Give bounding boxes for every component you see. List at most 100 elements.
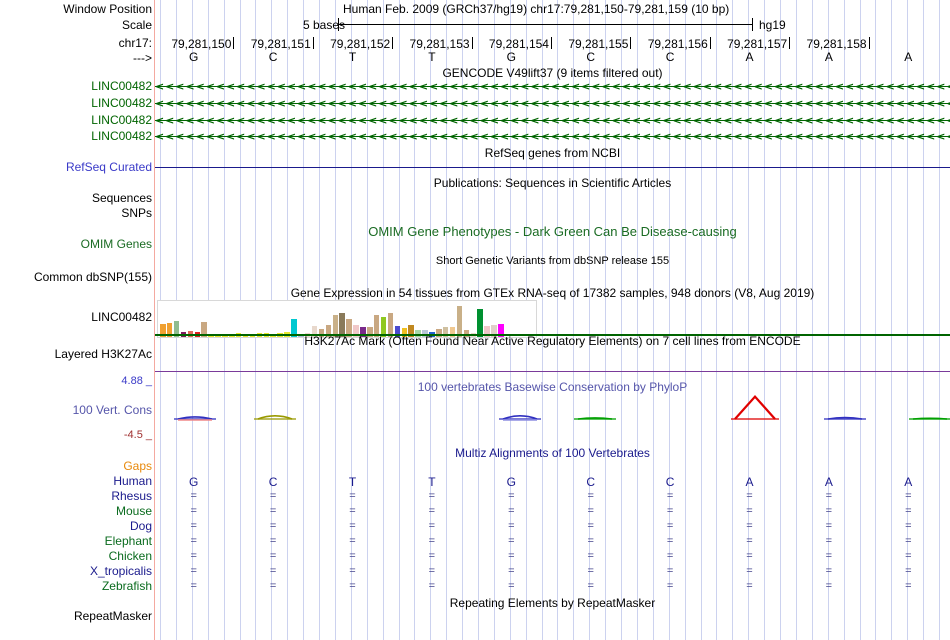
gtex-bar[interactable] xyxy=(456,305,463,337)
gtex-bar[interactable] xyxy=(449,326,456,337)
gene-row-label[interactable]: LINC00482 xyxy=(91,113,152,127)
gtex-track[interactable] xyxy=(155,300,950,340)
ruler-position-label[interactable]: 79,281,156 xyxy=(647,37,708,51)
ruler-position-label[interactable]: 79,281,155 xyxy=(568,37,629,51)
gtex-bar[interactable] xyxy=(160,324,166,337)
gtex-bar[interactable] xyxy=(408,325,414,337)
gtex-bar[interactable] xyxy=(353,325,359,337)
gtex-bar[interactable] xyxy=(463,329,470,337)
gtex-bar[interactable] xyxy=(498,324,504,337)
conservation-peak[interactable] xyxy=(502,415,538,420)
gene-row-label[interactable]: LINC00482 xyxy=(91,96,152,110)
repeatmasker-track-title[interactable]: Repeating Elements by RepeatMasker xyxy=(449,596,656,610)
track-label-column[interactable]: Window Position Scale chr17: ---> LINC00… xyxy=(0,0,152,640)
gene-row[interactable]: <<<<<<<<<<<<<<<<<<<<<<<<<<<<<<<<<<<<<<<<… xyxy=(155,131,950,142)
multiz-match-mark: = xyxy=(428,505,436,517)
gene-row[interactable]: <<<<<<<<<<<<<<<<<<<<<<<<<<<<<<<<<<<<<<<<… xyxy=(155,98,950,109)
gtex-bar[interactable] xyxy=(298,335,304,337)
grid-line xyxy=(701,0,702,640)
label-gaps[interactable]: Gaps xyxy=(123,459,152,473)
gtex-bar[interactable] xyxy=(442,326,449,337)
label-refseq-curated[interactable]: RefSeq Curated xyxy=(65,160,152,174)
multiz-track-title[interactable]: Multiz Alignments of 100 Vertebrates xyxy=(455,446,650,460)
gtex-bar[interactable] xyxy=(166,323,173,337)
multiz-species-row[interactable]: = = = = = = = = = = xyxy=(155,520,950,535)
ruler-position-label[interactable]: 79,281,151 xyxy=(250,37,311,51)
gencode-track-title[interactable]: GENCODE V49lift37 (9 items filtered out) xyxy=(442,66,663,80)
gtex-bar[interactable] xyxy=(346,318,352,337)
gtex-bar[interactable] xyxy=(367,326,373,337)
gtex-bar[interactable] xyxy=(477,308,483,337)
gtex-bar[interactable] xyxy=(380,316,387,337)
label-gtex-gene[interactable]: LINC00482 xyxy=(91,310,152,324)
label-snps[interactable]: SNPs xyxy=(121,206,152,220)
gene-row[interactable]: <<<<<<<<<<<<<<<<<<<<<<<<<<<<<<<<<<<<<<<<… xyxy=(155,115,950,126)
gene-row[interactable]: <<<<<<<<<<<<<<<<<<<<<<<<<<<<<<<<<<<<<<<<… xyxy=(155,81,950,92)
ruler-position-label[interactable]: 79,281,158 xyxy=(806,37,867,51)
gtex-bar[interactable] xyxy=(318,328,325,337)
species-label-elephant[interactable]: Elephant xyxy=(104,534,152,548)
gtex-bar[interactable] xyxy=(311,326,318,337)
label-sequences[interactable]: Sequences xyxy=(91,191,152,205)
conservation-peak[interactable] xyxy=(734,394,776,420)
ruler-position-label[interactable]: 79,281,154 xyxy=(488,37,549,51)
ruler-position-label[interactable]: 79,281,157 xyxy=(727,37,788,51)
publications-track-title[interactable]: Publications: Sequences in Scientific Ar… xyxy=(433,176,672,190)
refseq-gene-line[interactable] xyxy=(155,167,950,168)
gene-body-line xyxy=(155,86,950,87)
multiz-species-row[interactable]: = = = = = = = = = = xyxy=(155,490,950,505)
ruler-position-label[interactable]: 79,281,152 xyxy=(330,37,391,51)
multiz-species-row[interactable]: = = = = = = = = = = xyxy=(155,565,950,580)
multiz-match-mark: = xyxy=(666,490,674,502)
species-label-x_tropicalis[interactable]: X_tropicalis xyxy=(89,564,152,578)
dbsnp-track-title[interactable]: Short Genetic Variants from dbSNP releas… xyxy=(435,255,670,267)
gtex-track-title[interactable]: Gene Expression in 54 tissues from GTEx … xyxy=(290,286,815,300)
gtex-bar[interactable] xyxy=(187,330,194,337)
gtex-bar[interactable] xyxy=(291,318,297,337)
conservation-plot[interactable] xyxy=(155,0,950,640)
label-100-vert-cons[interactable]: 100 Vert. Cons xyxy=(72,403,152,417)
gtex-bar[interactable] xyxy=(360,326,366,337)
gtex-bar[interactable] xyxy=(373,315,380,337)
gtex-bar[interactable] xyxy=(394,326,401,337)
gtex-bar[interactable] xyxy=(339,313,345,337)
gtex-bar[interactable] xyxy=(436,328,442,337)
gtex-bar[interactable] xyxy=(325,325,332,337)
multiz-species-row[interactable]: = = = = = = = = = = xyxy=(155,580,950,595)
species-label-zebrafish[interactable]: Zebrafish xyxy=(101,579,152,593)
species-label-human[interactable]: Human xyxy=(113,474,152,488)
gene-row-label[interactable]: LINC00482 xyxy=(91,79,152,93)
omim-track-title[interactable]: OMIM Gene Phenotypes - Dark Green Can Be… xyxy=(368,224,737,239)
gtex-bar[interactable] xyxy=(401,327,408,337)
refseq-track-title[interactable]: RefSeq genes from NCBI xyxy=(484,146,621,160)
ruler-position-label[interactable]: 79,281,153 xyxy=(409,37,470,51)
species-label-dog[interactable]: Dog xyxy=(129,519,152,533)
label-omim-genes[interactable]: OMIM Genes xyxy=(80,237,152,251)
multiz-species-row[interactable]: = = = = = = = = = = xyxy=(155,505,950,520)
species-label-rhesus[interactable]: Rhesus xyxy=(111,489,152,503)
gtex-bar[interactable] xyxy=(491,325,497,337)
ruler-position-label[interactable]: 79,281,150 xyxy=(171,37,232,51)
multiz-match-mark: = xyxy=(349,565,356,577)
gene-row-label[interactable]: LINC00482 xyxy=(91,129,152,143)
phylop-track-title[interactable]: 100 vertebrates Basewise Conservation by… xyxy=(417,380,688,394)
h3k27ac-track-title[interactable]: H3K27Ac Mark (Often Found Near Active Re… xyxy=(304,334,801,348)
gtex-bar[interactable] xyxy=(484,326,490,337)
label-common-dbsnp[interactable]: Common dbSNP(155) xyxy=(33,270,152,284)
label-repeatmasker[interactable]: RepeatMasker xyxy=(73,609,152,623)
conservation-peak[interactable] xyxy=(257,415,293,420)
species-label-mouse[interactable]: Mouse xyxy=(115,504,152,518)
gtex-bar[interactable] xyxy=(201,322,207,337)
gtex-bar[interactable] xyxy=(415,329,421,337)
species-label-chicken[interactable]: Chicken xyxy=(108,549,152,563)
label-layered-h3k27ac[interactable]: Layered H3K27Ac xyxy=(54,347,152,361)
gtex-bar[interactable] xyxy=(422,329,428,337)
multiz-species-row[interactable]: = = = = = = = = = = xyxy=(155,550,950,565)
gtex-bar[interactable] xyxy=(332,315,339,337)
multiz-species-row[interactable]: = = = = = = = = = = xyxy=(155,535,950,550)
gtex-bar[interactable] xyxy=(173,320,180,337)
track-data-area[interactable]: Human Feb. 2009 (GRCh37/hg19) chr17:79,2… xyxy=(155,0,950,640)
gtex-bar[interactable] xyxy=(387,313,394,337)
multiz-match-mark: = xyxy=(349,520,356,532)
